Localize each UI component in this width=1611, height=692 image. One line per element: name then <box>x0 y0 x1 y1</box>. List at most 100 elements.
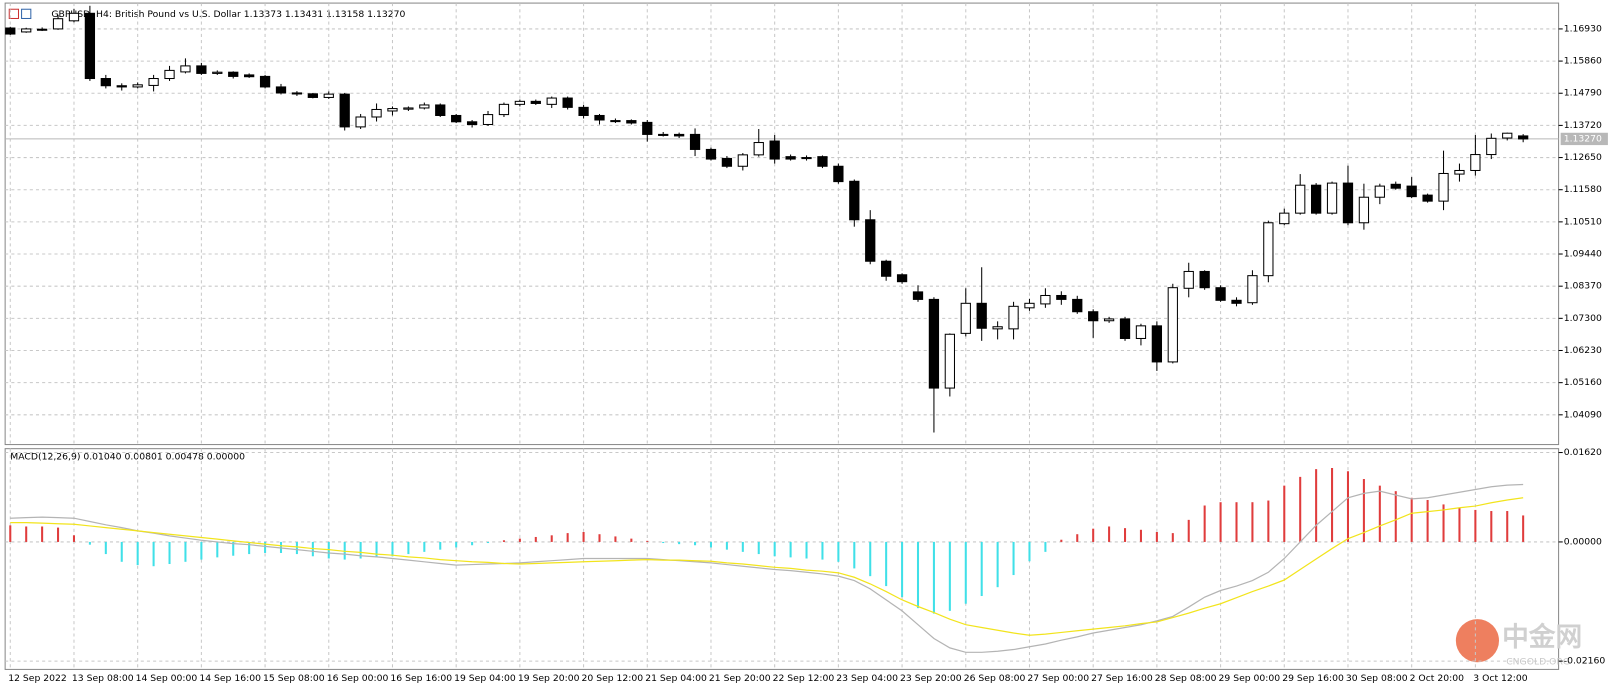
candle-body <box>753 142 764 156</box>
candle-body <box>833 165 844 183</box>
candle-body <box>881 260 892 277</box>
candle-body <box>244 74 255 78</box>
candle-body <box>1199 270 1210 289</box>
candle-body <box>562 97 573 108</box>
candle-body <box>1088 311 1099 322</box>
candle-body <box>896 274 908 283</box>
icon <box>8 8 20 19</box>
candle-body <box>132 84 143 88</box>
candle-body <box>1454 169 1465 175</box>
candle-body <box>1040 294 1051 305</box>
candle-body <box>1518 135 1529 140</box>
candle-body <box>721 157 733 167</box>
y-tick-label: 0.00000 <box>1564 536 1602 547</box>
candle-body <box>435 104 446 116</box>
candle-body <box>323 93 334 98</box>
candle-body <box>1295 184 1306 214</box>
x-tick-label: 13 Sep 08:00 <box>72 673 134 684</box>
candle-body <box>673 133 685 137</box>
y-tick-label: 1.10510 <box>1564 216 1602 227</box>
candle-body <box>52 18 64 30</box>
candle-body <box>419 104 430 109</box>
y-tick-label: 1.09440 <box>1564 249 1602 260</box>
candle-body <box>1279 212 1290 225</box>
candle-body <box>5 27 16 35</box>
candle-body <box>36 28 48 31</box>
main-panel <box>4 2 1560 446</box>
candle-body <box>1390 183 1401 189</box>
macd-panel <box>4 448 1560 670</box>
y-tick-label: 1.08370 <box>1564 281 1602 292</box>
candle-body <box>100 78 111 87</box>
x-tick-label: 23 Sep 20:00 <box>900 673 962 684</box>
x-tick-label: 2 Oct 20:00 <box>1410 673 1464 684</box>
candle-body <box>84 12 96 80</box>
x-tick-label: 20 Sep 12:00 <box>582 673 644 684</box>
macd-title: MACD(12,26,9) 0.01040 0.00801 0.00478 0.… <box>10 451 245 462</box>
x-tick-label: 27 Sep 16:00 <box>1091 673 1153 684</box>
last-price-box <box>1560 132 1608 146</box>
candle-body <box>1342 182 1354 224</box>
x-tick-label: 19 Sep 20:00 <box>518 673 580 684</box>
icon <box>21 8 32 19</box>
candle-body <box>642 121 653 135</box>
candle-body <box>275 86 287 94</box>
candle-body <box>849 180 860 221</box>
candle-body <box>196 65 207 74</box>
candle-body <box>1263 222 1274 277</box>
candle-body <box>801 157 812 160</box>
y-tick-label: 1.12650 <box>1564 152 1602 163</box>
y-tick-label: 1.16930 <box>1564 23 1602 34</box>
watermark: 中金网 <box>1502 622 1582 653</box>
candle-body <box>976 302 987 329</box>
x-tick-label: 29 Sep 16:00 <box>1282 673 1344 684</box>
candle-body <box>1103 318 1115 322</box>
candle-body <box>785 156 796 160</box>
candle-body <box>737 154 748 167</box>
candle-body <box>1215 287 1226 301</box>
x-tick-label: 19 Sep 04:00 <box>454 673 516 684</box>
candle-body <box>928 298 940 389</box>
candle-body <box>164 69 175 80</box>
chart-title: GBPUSD, H4: British Pound vs U.S. Dollar… <box>51 9 405 20</box>
x-tick-label: 14 Sep 00:00 <box>136 673 198 684</box>
candle-body <box>1406 185 1417 198</box>
candle-body <box>1231 299 1242 304</box>
candle-body <box>1247 275 1258 304</box>
candle-body <box>482 114 494 126</box>
x-tick-label: 21 Sep 20:00 <box>709 673 771 684</box>
candle-body <box>514 100 526 105</box>
y-tick-label: 1.05160 <box>1564 377 1602 388</box>
candle-body <box>451 114 462 123</box>
candle-body <box>1438 172 1449 202</box>
candle-body <box>228 71 239 77</box>
candle-body <box>1119 318 1131 339</box>
x-tick-label: 16 Sep 16:00 <box>390 673 452 684</box>
y-tick-label: 0.01620 <box>1564 447 1602 458</box>
candle-body <box>212 71 223 74</box>
x-tick-label: 30 Sep 08:00 <box>1346 673 1408 684</box>
candle-body <box>116 85 127 88</box>
candle-body <box>1470 154 1481 171</box>
candle-body <box>355 116 366 128</box>
y-tick-label: 1.07300 <box>1564 313 1602 324</box>
candle-body <box>403 107 414 110</box>
candle-body <box>546 97 557 105</box>
last-price-label: 1.13270 <box>1564 133 1602 144</box>
candle-body <box>68 12 80 22</box>
candle-body <box>1183 270 1194 289</box>
y-tick-label: 1.15860 <box>1564 56 1602 67</box>
y-tick-label: 1.11580 <box>1564 184 1602 195</box>
x-tick-label: 29 Sep 00:00 <box>1219 673 1281 684</box>
candle-body <box>307 93 318 98</box>
candle-body <box>769 140 780 160</box>
candle-body <box>594 114 605 121</box>
watermark-site: CNGOLD.ORG <box>1506 657 1570 668</box>
y-tick-label: 1.14790 <box>1564 88 1602 99</box>
y-tick-label: 1.06230 <box>1564 345 1602 356</box>
x-tick-label: 12 Sep 2022 <box>8 673 67 684</box>
candle-body <box>180 65 191 73</box>
y-tick-label: -0.02160 <box>1564 656 1606 667</box>
macd-line <box>10 497 1524 636</box>
candle-body <box>21 28 32 33</box>
